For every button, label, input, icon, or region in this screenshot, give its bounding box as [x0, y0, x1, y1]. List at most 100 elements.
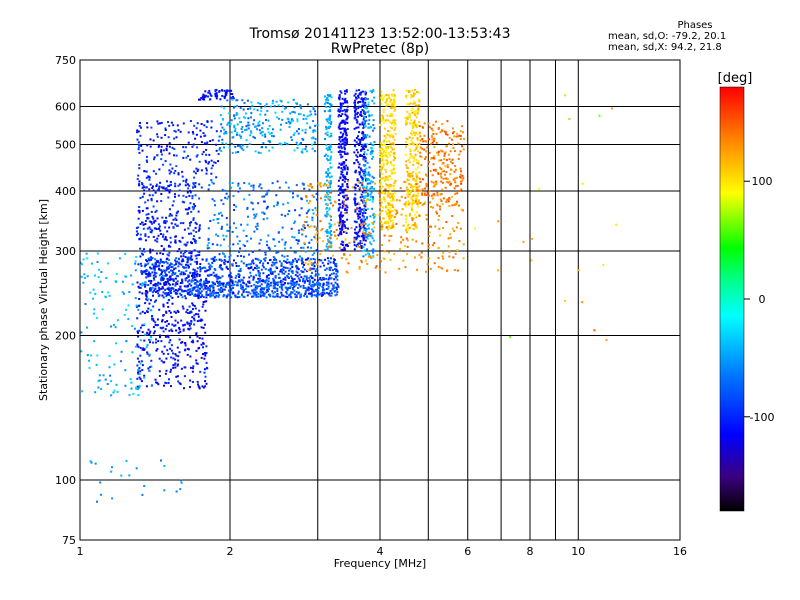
data-point: [297, 240, 300, 242]
data-point: [145, 273, 148, 275]
data-point: [234, 127, 237, 130]
data-point: [340, 257, 343, 259]
data-point: [200, 123, 203, 125]
data-point: [411, 238, 414, 241]
data-point: [353, 239, 356, 242]
data-point: [138, 298, 141, 300]
data-point: [389, 154, 392, 157]
data-point: [169, 311, 172, 314]
data-point: [189, 379, 192, 382]
data-point: [227, 260, 229, 263]
data-point: [366, 106, 369, 109]
data-point: [382, 151, 385, 154]
y-tick-label: 100: [55, 474, 76, 487]
data-point: [175, 375, 178, 378]
data-point: [137, 308, 140, 311]
data-point: [137, 331, 139, 334]
data-point: [364, 122, 367, 125]
data-point: [387, 203, 390, 206]
data-point: [359, 142, 362, 145]
data-point: [252, 291, 255, 294]
data-point: [166, 293, 169, 296]
data-point: [425, 194, 428, 196]
data-point: [190, 255, 193, 258]
data-point: [407, 159, 410, 162]
data-point: [340, 227, 343, 230]
data-point: [326, 149, 329, 152]
data-point: [291, 111, 294, 114]
data-point: [205, 161, 208, 164]
data-point: [281, 118, 284, 121]
data-point: [115, 280, 118, 283]
data-point: [383, 179, 386, 182]
data-point: [459, 227, 462, 230]
data-point: [444, 165, 447, 168]
data-point: [86, 257, 89, 260]
data-point: [182, 179, 185, 182]
data-point: [94, 391, 97, 394]
data-point: [317, 260, 320, 263]
data-point: [353, 106, 356, 109]
data-point: [247, 215, 249, 218]
data-point: [207, 162, 210, 165]
data-point: [581, 182, 584, 185]
data-point: [162, 287, 164, 290]
data-point: [192, 218, 195, 221]
data-point: [276, 180, 279, 183]
data-point: [149, 330, 152, 333]
data-point: [325, 153, 328, 156]
data-point: [405, 189, 408, 192]
data-point: [191, 381, 194, 383]
data-point: [265, 278, 268, 281]
data-point: [316, 284, 319, 286]
data-point: [84, 277, 87, 279]
scatter-points: [79, 88, 618, 503]
data-point: [213, 256, 216, 259]
data-point: [363, 105, 365, 108]
data-point: [382, 162, 385, 165]
data-point: [414, 134, 416, 137]
data-point: [143, 265, 146, 268]
data-point: [219, 281, 221, 284]
data-point: [357, 217, 360, 220]
data-point: [273, 105, 276, 108]
data-point: [185, 196, 188, 198]
data-point: [253, 119, 256, 122]
data-point: [194, 278, 197, 281]
data-point: [197, 347, 200, 350]
data-point: [248, 182, 251, 185]
data-point: [235, 274, 238, 277]
data-point: [238, 117, 241, 120]
data-point: [289, 267, 292, 270]
data-point: [158, 274, 161, 277]
data-point: [362, 199, 365, 202]
data-point: [140, 265, 143, 267]
data-point: [143, 283, 146, 286]
data-point: [342, 121, 345, 123]
data-point: [175, 281, 178, 284]
data-point: [368, 198, 371, 201]
data-point: [170, 385, 172, 388]
data-point: [314, 110, 316, 113]
data-point: [345, 204, 348, 207]
data-point: [408, 90, 410, 92]
data-point: [311, 186, 314, 188]
data-point: [458, 153, 461, 156]
data-point: [354, 208, 357, 211]
data-point: [248, 276, 251, 279]
data-point: [202, 296, 205, 299]
data-point: [388, 214, 391, 217]
data-point: [417, 160, 420, 162]
data-point: [170, 170, 173, 173]
data-point: [224, 255, 227, 258]
data-point: [343, 151, 346, 153]
data-point: [139, 339, 142, 342]
data-point: [431, 129, 434, 132]
data-point: [232, 243, 235, 246]
data-point: [418, 199, 421, 202]
data-point: [444, 186, 447, 189]
data-point: [137, 387, 140, 390]
data-point: [230, 296, 233, 299]
data-point: [192, 182, 195, 185]
data-point: [252, 268, 255, 271]
